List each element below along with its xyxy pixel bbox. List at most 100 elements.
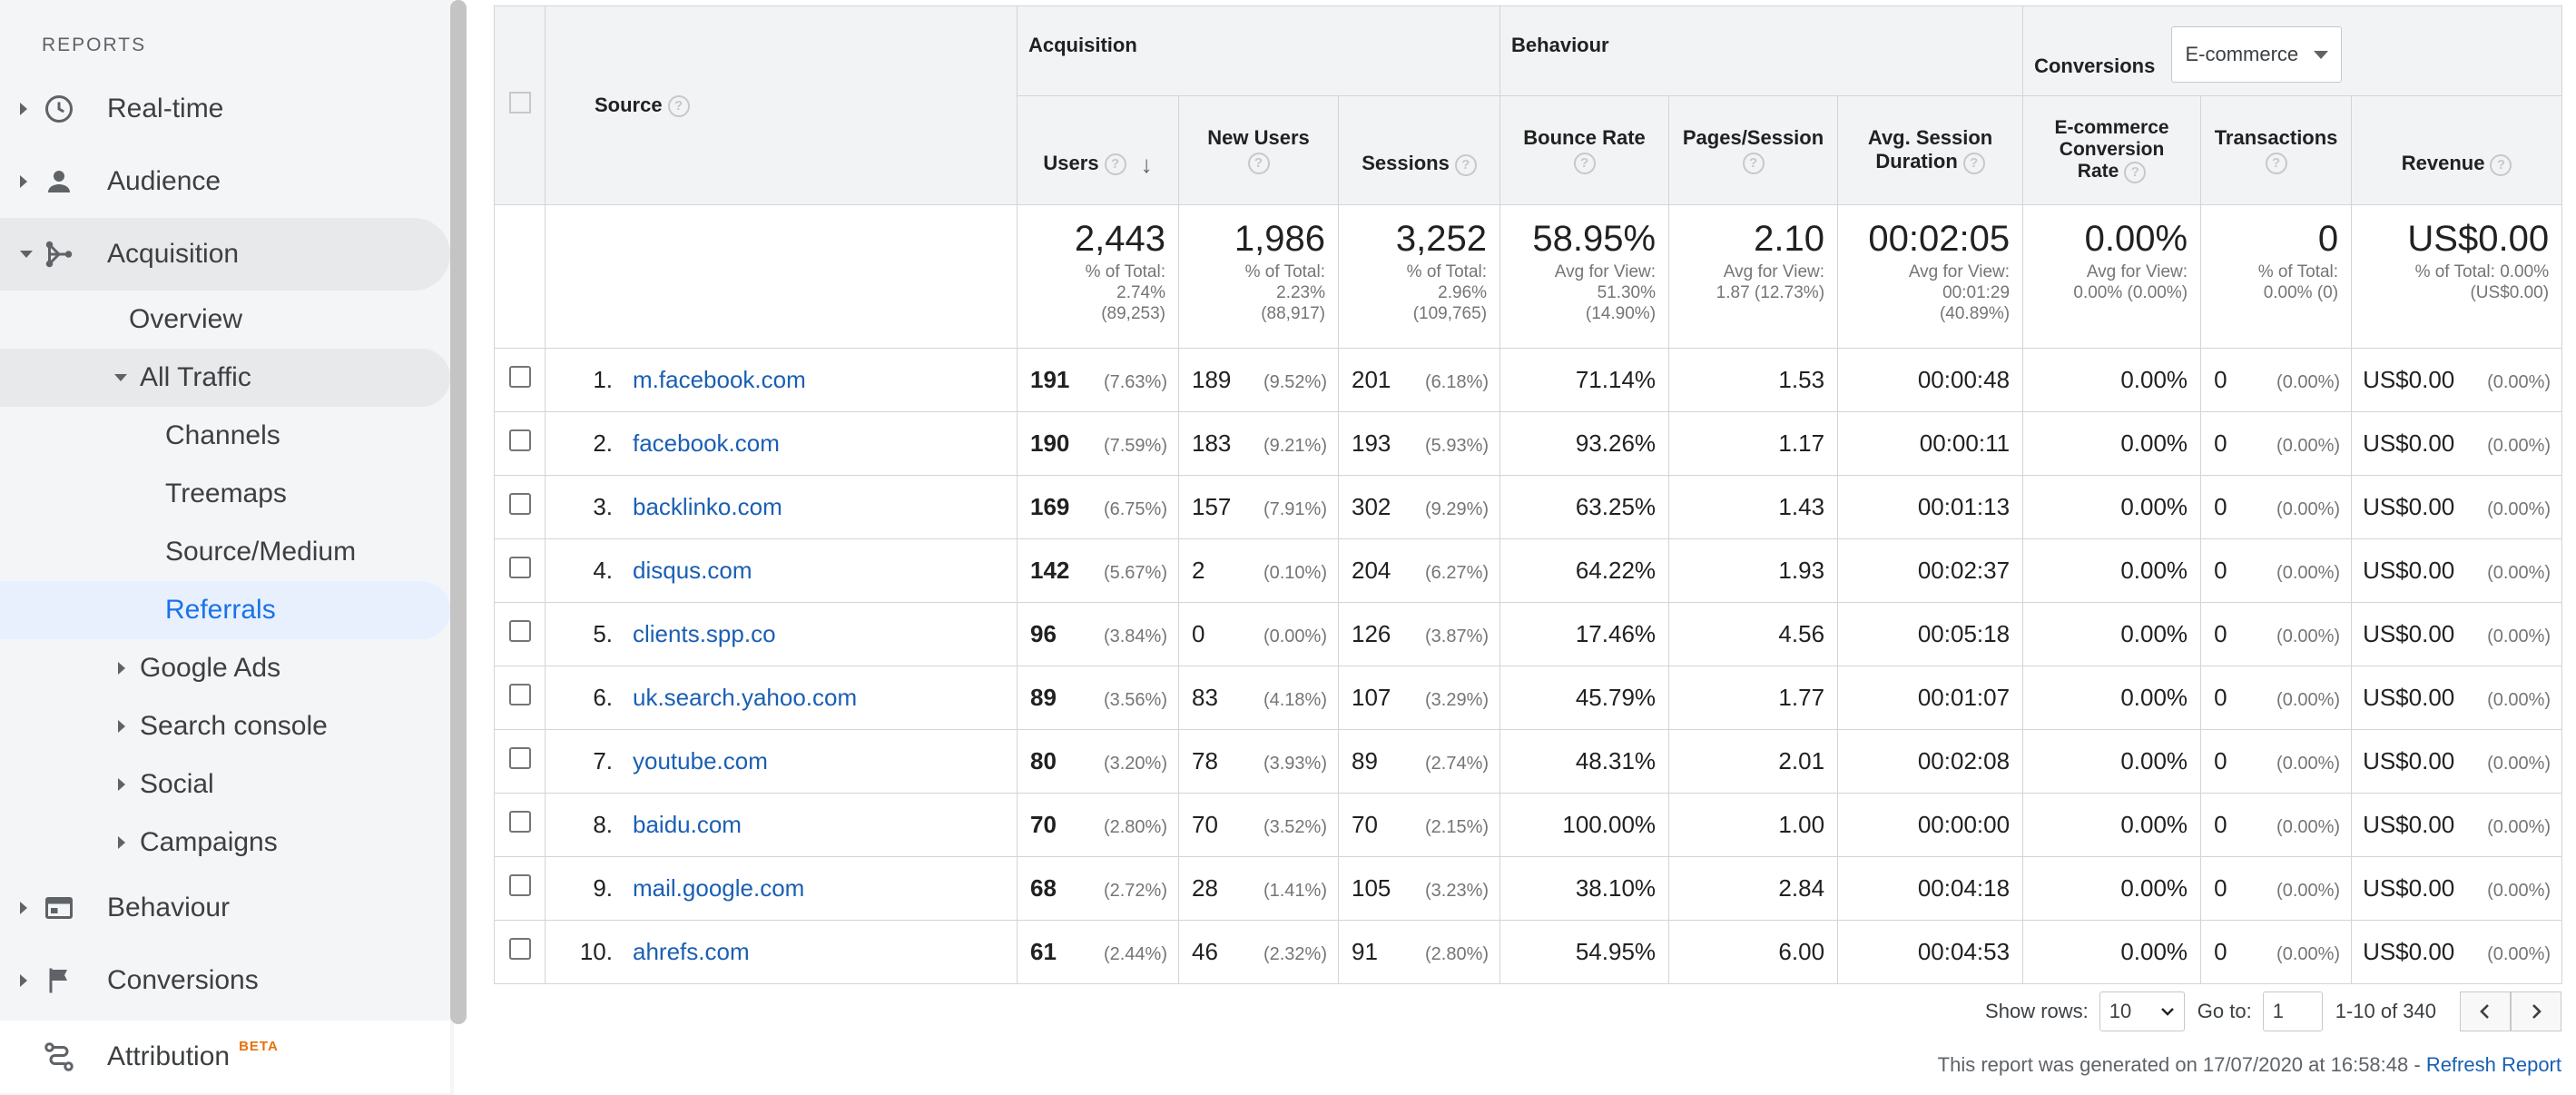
help-icon[interactable]: ? xyxy=(1247,152,1270,174)
avg-duration-cell: 00:02:37 xyxy=(1837,538,2024,603)
prev-page-button[interactable] xyxy=(2460,991,2511,1031)
new-users-cell: 189 (9.52%) xyxy=(1178,348,1339,412)
source-link[interactable]: youtube.com xyxy=(633,747,768,774)
row-checkbox[interactable] xyxy=(508,684,531,705)
help-icon[interactable]: ? xyxy=(1573,152,1596,174)
row-index: 1. xyxy=(593,366,613,393)
row-checkbox[interactable] xyxy=(508,874,531,896)
new-users-header[interactable]: New Users? xyxy=(1178,95,1339,205)
goto-input[interactable]: 1 xyxy=(2262,991,2323,1031)
users-cell: 61 (2.44%) xyxy=(1017,920,1179,984)
sessions-value: 107 xyxy=(1352,684,1391,711)
source-link[interactable]: facebook.com xyxy=(633,429,780,457)
sessions-value: 105 xyxy=(1352,874,1391,902)
conversions-goal-select[interactable]: E-commerce xyxy=(2171,26,2343,83)
ecommerce-conversion-rate-header[interactable]: E-commerce Conversion Rate? xyxy=(2022,95,2202,205)
new-users-value: 46 xyxy=(1192,938,1218,965)
help-icon[interactable]: ? xyxy=(2265,152,2287,174)
sidebar-item-channels[interactable]: Channels xyxy=(0,407,450,465)
source-link[interactable]: baidu.com xyxy=(633,811,742,838)
source-link[interactable]: clients.spp.co xyxy=(633,620,776,647)
pages-session-cell: 2.01 xyxy=(1668,729,1839,794)
row-checkbox[interactable] xyxy=(508,557,531,578)
page-buttons xyxy=(2460,991,2561,1031)
expand-icon xyxy=(20,175,27,188)
avg-session-duration-header[interactable]: Avg. Session Duration? xyxy=(1837,95,2024,205)
sessions-percent: (6.27%) xyxy=(1425,563,1490,583)
sidebar-item-social[interactable]: Social xyxy=(0,755,450,814)
revenue-percent: (0.00%) xyxy=(2487,499,2551,519)
row-checkbox[interactable] xyxy=(508,366,531,388)
next-page-button[interactable] xyxy=(2511,991,2561,1031)
transactions-header[interactable]: Transactions? xyxy=(2200,95,2353,205)
help-icon[interactable]: ? xyxy=(2124,161,2147,183)
avg-duration-cell: 00:00:48 xyxy=(1837,348,2024,412)
source-link[interactable]: mail.google.com xyxy=(633,874,805,902)
sort-desc-icon[interactable]: ↓ xyxy=(1140,151,1153,179)
new-users-percent: (0.10%) xyxy=(1263,563,1327,583)
table-row: 2. facebook.com 190 (7.59%) 183 (9.21%) 193… xyxy=(494,411,2563,476)
transactions-value: 0 xyxy=(2214,747,2227,774)
sidebar-item-google-ads[interactable]: Google Ads xyxy=(0,639,450,697)
sidebar-item-source-medium[interactable]: Source/Medium xyxy=(0,523,450,581)
sessions-value: 193 xyxy=(1352,429,1391,457)
sidebar-item-all-traffic[interactable]: All Traffic xyxy=(0,349,450,407)
sessions-header[interactable]: Sessions? xyxy=(1337,95,1501,205)
sidebar-scrollbar[interactable] xyxy=(450,0,467,1024)
help-icon[interactable]: ? xyxy=(2490,153,2512,176)
sidebar-item-overview[interactable]: Overview xyxy=(0,283,450,356)
row-checkbox[interactable] xyxy=(508,620,531,642)
source-link[interactable]: m.facebook.com xyxy=(633,366,806,393)
table-row: 4. disqus.com 142 (5.67%) 2 (0.10%) 204 (6.2… xyxy=(494,538,2563,603)
sidebar-item-behaviour[interactable]: Behaviour xyxy=(0,872,450,944)
sessions-cell: 126 (3.87%) xyxy=(1337,602,1501,666)
source-link[interactable]: uk.search.yahoo.com xyxy=(633,684,858,711)
help-icon[interactable]: ? xyxy=(1104,153,1126,176)
revenue-cell: US$0.00 (0.00%) xyxy=(2351,666,2563,730)
users-cell: 80 (3.20%) xyxy=(1017,729,1179,794)
help-icon[interactable]: ? xyxy=(1454,153,1477,176)
new-users-percent: (9.21%) xyxy=(1263,436,1327,456)
sidebar-item-conversions[interactable]: Conversions xyxy=(0,944,450,1017)
bounce-rate-header[interactable]: Bounce Rate? xyxy=(1499,95,1670,205)
users-percent: (5.67%) xyxy=(1103,563,1167,583)
source-link[interactable]: backlinko.com xyxy=(633,493,782,520)
row-checkbox[interactable] xyxy=(508,429,531,451)
bounce-rate-cell: 64.22% xyxy=(1499,538,1670,603)
select-all-checkbox[interactable] xyxy=(508,92,531,113)
report-table: Source? Acquisition Behaviour Conversion… xyxy=(494,5,2563,984)
row-checkbox[interactable] xyxy=(508,938,531,960)
show-rows-select[interactable]: 10 xyxy=(2099,991,2185,1031)
table-row: 10. ahrefs.com 61 (2.44%) 46 (2.32%) 91 (2.8… xyxy=(494,920,2563,984)
sidebar-item-treemaps[interactable]: Treemaps xyxy=(0,465,450,523)
users-header[interactable]: Users? ↓ xyxy=(1017,95,1179,205)
sidebar-item-campaigns[interactable]: Campaigns xyxy=(0,814,450,872)
sidebar-item-realtime[interactable]: Real-time xyxy=(0,73,450,145)
help-icon[interactable]: ? xyxy=(1742,152,1765,174)
sidebar-item-label: Behaviour xyxy=(107,893,231,922)
new-users-cell: 83 (4.18%) xyxy=(1178,666,1339,730)
sidebar-item-acquisition[interactable]: Acquisition xyxy=(0,218,450,291)
source-header[interactable]: Source? xyxy=(545,5,1018,205)
revenue-value: US$0.00 xyxy=(2363,874,2455,902)
source-link[interactable]: disqus.com xyxy=(633,557,752,584)
revenue-value: US$0.00 xyxy=(2363,557,2455,584)
table-row: 7. youtube.com 80 (3.20%) 78 (3.93%) 89 (2.7… xyxy=(494,729,2563,794)
row-checkbox[interactable] xyxy=(508,747,531,769)
sidebar-item-label: Real-time xyxy=(107,94,224,123)
bounce-rate-cell: 100.00% xyxy=(1499,793,1670,857)
sidebar-item-audience[interactable]: Audience xyxy=(0,145,450,218)
row-checkbox[interactable] xyxy=(508,493,531,515)
revenue-header[interactable]: Revenue? xyxy=(2351,95,2563,205)
table-row: 3. backlinko.com 169 (6.75%) 157 (7.91%) 30… xyxy=(494,475,2563,539)
help-icon[interactable]: ? xyxy=(667,95,690,118)
sidebar-item-referrals[interactable]: Referrals xyxy=(0,581,450,639)
sidebar-item-attribution[interactable]: Attribution BETA xyxy=(0,1021,450,1093)
row-checkbox[interactable] xyxy=(508,811,531,833)
pages-session-header[interactable]: Pages/Session? xyxy=(1668,95,1839,205)
totals-row: 2,443% of Total: 2.74% (89,253) 1,986% of … xyxy=(494,204,2563,349)
help-icon[interactable]: ? xyxy=(1962,152,1985,174)
refresh-report-link[interactable]: Refresh Report xyxy=(2425,1053,2561,1076)
sidebar-item-search-console[interactable]: Search console xyxy=(0,697,450,755)
source-link[interactable]: ahrefs.com xyxy=(633,938,750,965)
